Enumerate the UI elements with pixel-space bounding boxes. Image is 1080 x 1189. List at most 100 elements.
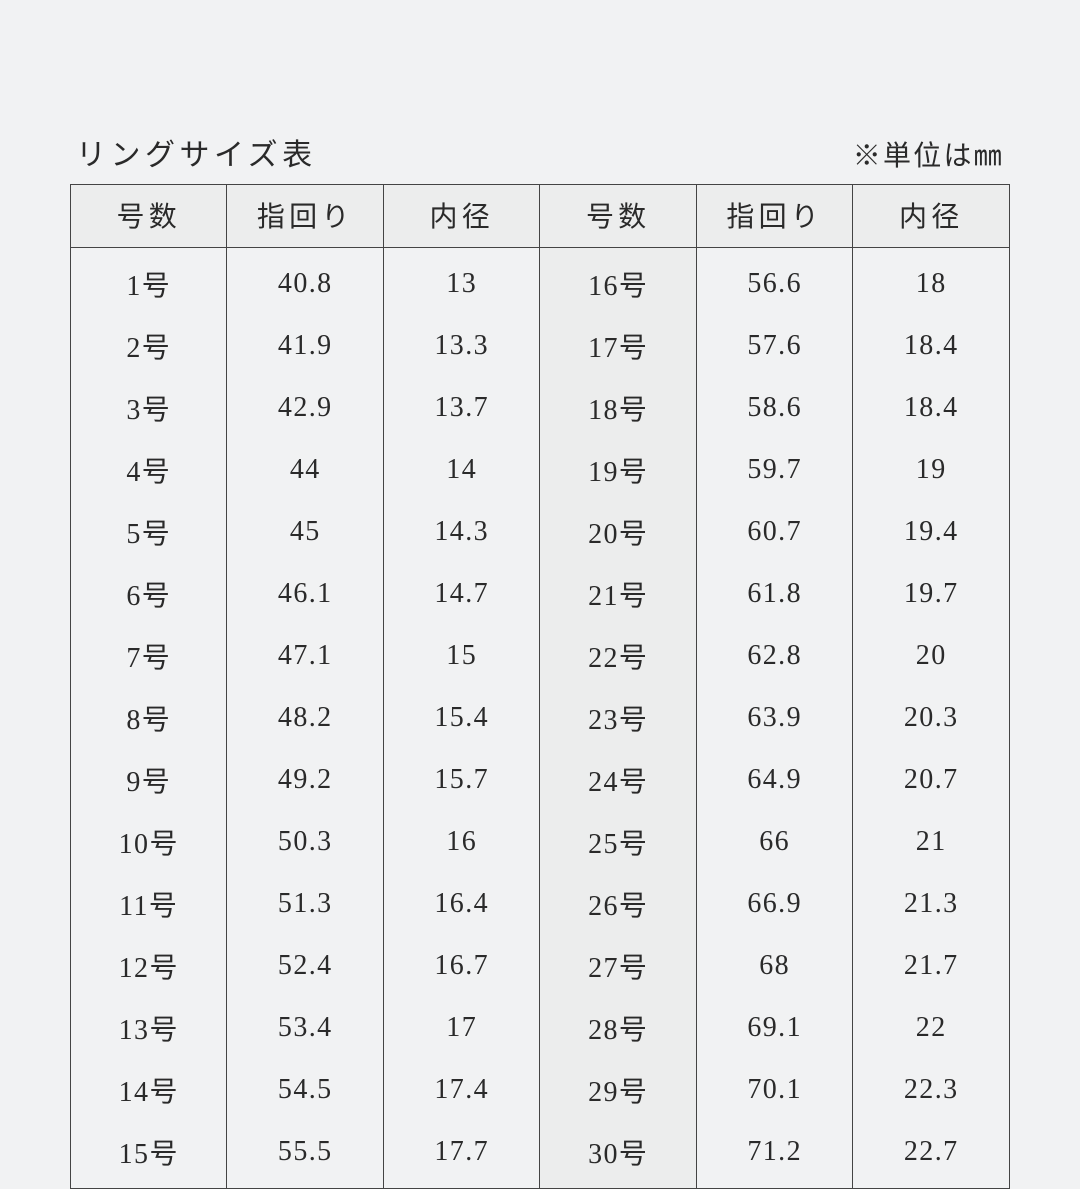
table-cell: 30号: [540, 1121, 696, 1189]
table-cell: 21.3: [853, 873, 1010, 935]
table-cell: 24号: [540, 749, 696, 811]
table-cell: 17.7: [383, 1121, 539, 1189]
table-cell: 19: [853, 439, 1010, 501]
table-cell: 14.3: [383, 501, 539, 563]
col-circ-right: 指回り: [696, 185, 852, 248]
table-cell: 22: [853, 997, 1010, 1059]
table-cell: 4号: [71, 439, 227, 501]
table-cell: 20.3: [853, 687, 1010, 749]
table-cell: 29号: [540, 1059, 696, 1121]
table-cell: 10号: [71, 811, 227, 873]
table-cell: 21号: [540, 563, 696, 625]
table-cell: 58.6: [696, 377, 852, 439]
table-cell: 15号: [71, 1121, 227, 1189]
table-cell: 3号: [71, 377, 227, 439]
table-cell: 13.7: [383, 377, 539, 439]
table-cell: 60.7: [696, 501, 852, 563]
page-title: リングサイズ表: [76, 130, 317, 174]
table-cell: 53.4: [227, 997, 383, 1059]
table-cell: 49.2: [227, 749, 383, 811]
col-circ-left: 指回り: [227, 185, 383, 248]
table-cell: 69.1: [696, 997, 852, 1059]
table-cell: 26号: [540, 873, 696, 935]
table-cell: 5号: [71, 501, 227, 563]
table-cell: 12号: [71, 935, 227, 997]
table-cell: 61.8: [696, 563, 852, 625]
table-cell: 17.4: [383, 1059, 539, 1121]
ring-size-chart: リングサイズ表 ※単位は㎜ 号数 指回り 内径 号数 指回り 内径 1号40.8…: [0, 0, 1080, 1189]
table-cell: 6号: [71, 563, 227, 625]
table-cell: 11号: [71, 873, 227, 935]
table-cell: 25号: [540, 811, 696, 873]
units-note: ※単位は㎜: [853, 134, 1004, 174]
table-row: 11号51.316.426号66.921.3: [71, 873, 1010, 935]
table-cell: 47.1: [227, 625, 383, 687]
table-cell: 19号: [540, 439, 696, 501]
table-row: 5号4514.320号60.719.4: [71, 501, 1010, 563]
table-cell: 16号: [540, 248, 696, 316]
table-cell: 71.2: [696, 1121, 852, 1189]
table-cell: 18: [853, 248, 1010, 316]
table-row: 2号41.913.317号57.618.4: [71, 315, 1010, 377]
col-size-left: 号数: [71, 185, 227, 248]
table-cell: 7号: [71, 625, 227, 687]
table-cell: 45: [227, 501, 383, 563]
table-cell: 1号: [71, 248, 227, 316]
table-cell: 22.7: [853, 1121, 1010, 1189]
table-cell: 20号: [540, 501, 696, 563]
table-body: 1号40.81316号56.6182号41.913.317号57.618.43号…: [71, 248, 1010, 1189]
table-cell: 46.1: [227, 563, 383, 625]
table-cell: 66.9: [696, 873, 852, 935]
table-cell: 21: [853, 811, 1010, 873]
header-row: リングサイズ表 ※単位は㎜: [70, 130, 1010, 174]
table-cell: 48.2: [227, 687, 383, 749]
table-cell: 17号: [540, 315, 696, 377]
table-cell: 19.4: [853, 501, 1010, 563]
table-cell: 57.6: [696, 315, 852, 377]
table-cell: 70.1: [696, 1059, 852, 1121]
table-cell: 13.3: [383, 315, 539, 377]
table-cell: 16.4: [383, 873, 539, 935]
table-cell: 17: [383, 997, 539, 1059]
table-cell: 64.9: [696, 749, 852, 811]
table-cell: 66: [696, 811, 852, 873]
table-cell: 59.7: [696, 439, 852, 501]
table-cell: 13: [383, 248, 539, 316]
table-cell: 18.4: [853, 315, 1010, 377]
ring-size-table: 号数 指回り 内径 号数 指回り 内径 1号40.81316号56.6182号4…: [70, 184, 1010, 1189]
table-row: 10号50.31625号6621: [71, 811, 1010, 873]
table-row: 12号52.416.727号6821.7: [71, 935, 1010, 997]
table-row: 1号40.81316号56.618: [71, 248, 1010, 316]
table-row: 4号441419号59.719: [71, 439, 1010, 501]
table-cell: 20.7: [853, 749, 1010, 811]
table-cell: 8号: [71, 687, 227, 749]
table-cell: 19.7: [853, 563, 1010, 625]
table-cell: 68: [696, 935, 852, 997]
table-cell: 27号: [540, 935, 696, 997]
table-cell: 28号: [540, 997, 696, 1059]
table-cell: 55.5: [227, 1121, 383, 1189]
table-cell: 14.7: [383, 563, 539, 625]
table-cell: 62.8: [696, 625, 852, 687]
col-size-right: 号数: [540, 185, 696, 248]
table-cell: 23号: [540, 687, 696, 749]
table-cell: 20: [853, 625, 1010, 687]
table-cell: 16: [383, 811, 539, 873]
table-cell: 16.7: [383, 935, 539, 997]
table-cell: 54.5: [227, 1059, 383, 1121]
table-cell: 56.6: [696, 248, 852, 316]
table-row: 6号46.114.721号61.819.7: [71, 563, 1010, 625]
col-diam-left: 内径: [383, 185, 539, 248]
table-cell: 22.3: [853, 1059, 1010, 1121]
table-row: 9号49.215.724号64.920.7: [71, 749, 1010, 811]
table-cell: 51.3: [227, 873, 383, 935]
table-cell: 14: [383, 439, 539, 501]
table-cell: 21.7: [853, 935, 1010, 997]
table-cell: 15.7: [383, 749, 539, 811]
table-cell: 44: [227, 439, 383, 501]
table-cell: 18号: [540, 377, 696, 439]
table-row: 13号53.41728号69.122: [71, 997, 1010, 1059]
table-row: 15号55.517.730号71.222.7: [71, 1121, 1010, 1189]
table-cell: 15: [383, 625, 539, 687]
table-cell: 22号: [540, 625, 696, 687]
